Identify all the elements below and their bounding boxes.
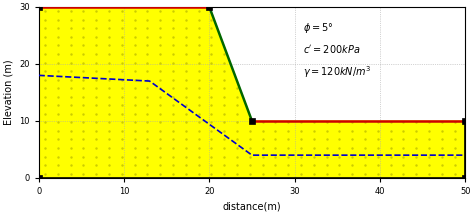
Polygon shape xyxy=(39,7,465,178)
Y-axis label: Elevation (m): Elevation (m) xyxy=(3,60,13,125)
Text: $\phi = 5°$
$c^{\prime} = 200kPa$
$\gamma = 120kN/m^{3}$: $\phi = 5°$ $c^{\prime} = 200kPa$ $\gamm… xyxy=(303,21,372,80)
X-axis label: distance(m): distance(m) xyxy=(223,201,281,212)
